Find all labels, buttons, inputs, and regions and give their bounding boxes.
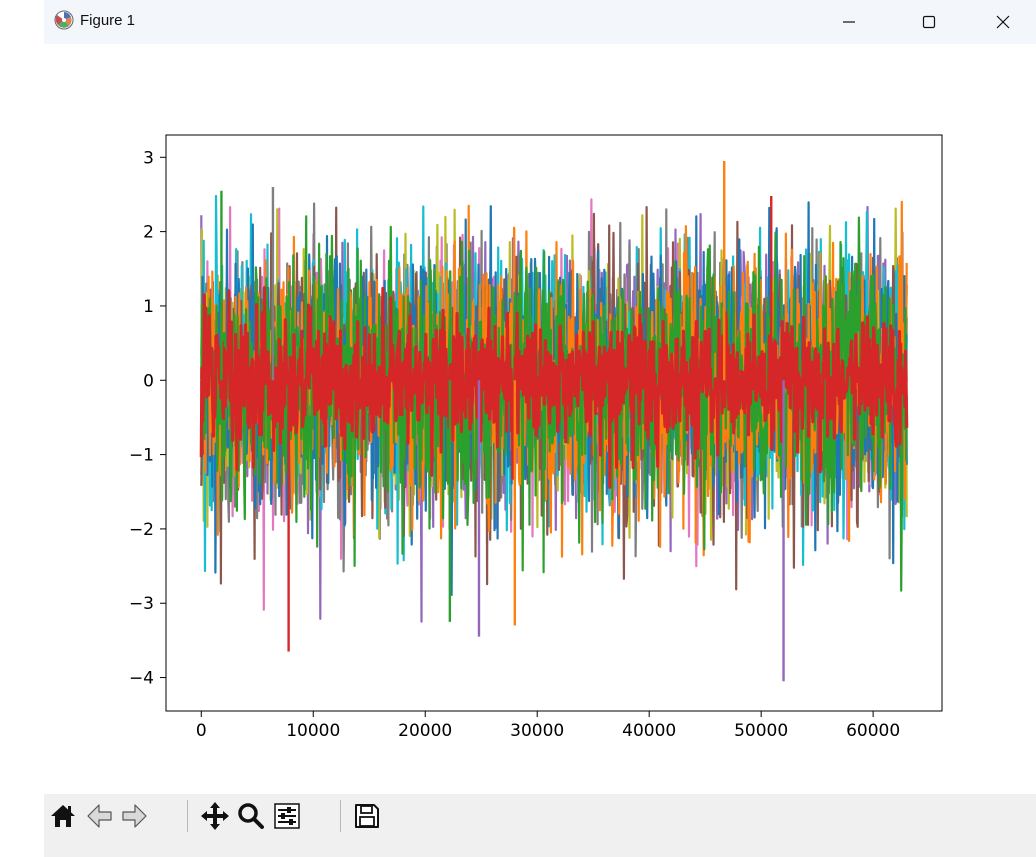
y-tick-label: 0 (143, 371, 154, 391)
maximize-button[interactable] (906, 0, 952, 44)
pan-icon (201, 802, 229, 830)
forward-button[interactable] (118, 798, 152, 834)
configure-subplots-icon (274, 803, 300, 829)
y-tick-label: 2 (143, 223, 154, 243)
series-line-d62728 (199, 286, 909, 489)
minimize-button[interactable] (826, 0, 872, 44)
y-tick-label: −1 (129, 446, 154, 466)
axis-ticks: 0 10000 20000 30000 40000 50000 60000 3 2 1 0 −1 −2 −… (129, 148, 900, 741)
x-tick-label: 0 (196, 721, 207, 741)
line-plot: 0 10000 20000 30000 40000 50000 60000 3 2 1 0 −1 −2 −… (129, 134, 943, 741)
x-tick-label: 10000 (286, 721, 340, 741)
y-tick-label: 3 (143, 148, 154, 168)
x-tick-label: 40000 (622, 721, 676, 741)
y-tick-label: −3 (129, 594, 154, 614)
save-icon (355, 804, 379, 828)
back-arrow-icon (87, 804, 112, 828)
axes-frame (165, 134, 943, 712)
minimize-icon (843, 21, 855, 23)
forward-arrow-icon (122, 804, 147, 828)
maximize-icon (922, 15, 936, 29)
zoom-button[interactable] (234, 798, 268, 834)
toolbar-separator (340, 800, 341, 832)
figure-canvas[interactable]: 0 10000 20000 30000 40000 50000 60000 3 2 1 0 −1 −2 −… (44, 44, 1036, 794)
close-button[interactable] (980, 0, 1026, 44)
x-tick-label: 30000 (510, 721, 564, 741)
zoom-icon (238, 803, 264, 829)
figure-window: Figure 1 0 10000 2 (44, 0, 1036, 857)
data-series-group (199, 161, 909, 682)
toolbar-separator (187, 800, 188, 832)
x-tick-label: 60000 (846, 721, 900, 741)
back-button[interactable] (82, 798, 116, 834)
x-tick-label: 50000 (734, 721, 788, 741)
matplotlib-logo-icon (54, 10, 74, 30)
home-button[interactable] (46, 798, 80, 834)
y-tick-label: 1 (143, 297, 154, 317)
window-title: Figure 1 (80, 12, 136, 29)
y-tick-label: −2 (129, 520, 154, 540)
home-icon (51, 805, 75, 827)
close-icon (996, 15, 1010, 29)
pan-button[interactable] (198, 798, 232, 834)
y-tick-label: −4 (129, 669, 154, 689)
title-bar[interactable]: Figure 1 (44, 0, 1036, 44)
navigation-toolbar (44, 794, 1036, 857)
x-tick-label: 20000 (398, 721, 452, 741)
save-button[interactable] (350, 798, 384, 834)
configure-subplots-button[interactable] (270, 798, 304, 834)
